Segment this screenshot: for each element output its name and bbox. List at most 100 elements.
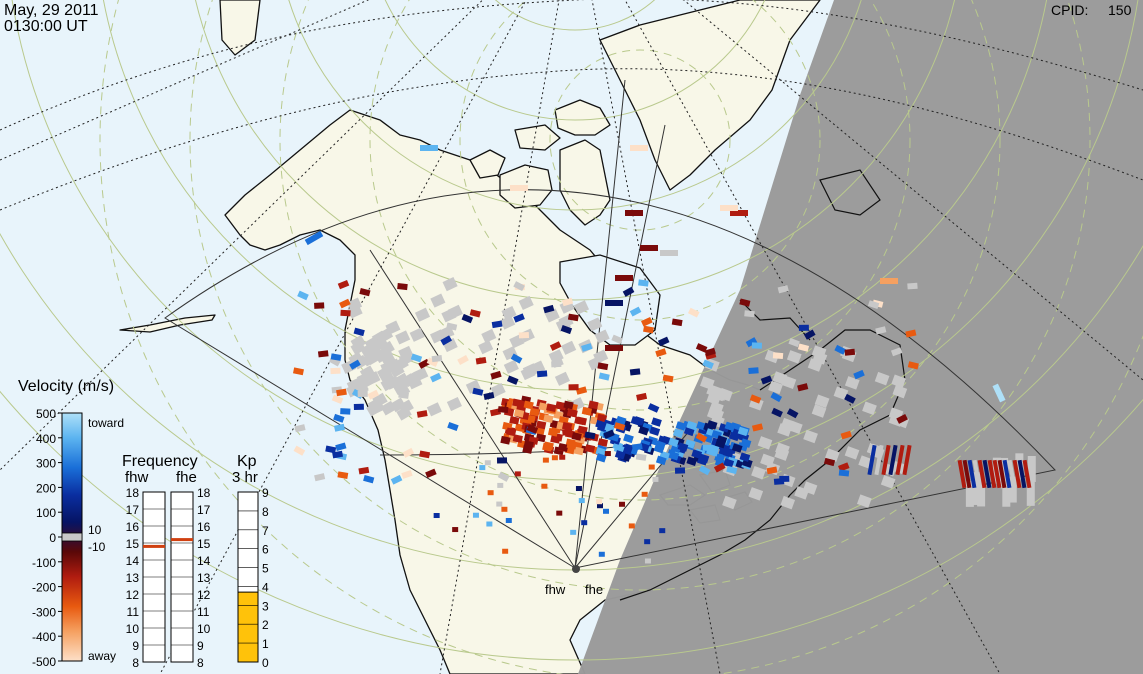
scatter-cell — [880, 278, 898, 284]
radar-site-marker[interactable] — [572, 565, 580, 573]
scatter-cell — [446, 396, 462, 412]
velocity-scatter — [292, 145, 1036, 564]
scatter-cell — [631, 443, 643, 451]
scatter-cell — [367, 389, 380, 400]
scatter-cell — [496, 501, 503, 507]
scatter-cell — [554, 371, 570, 386]
scatter-cell — [638, 426, 649, 436]
scatter-cell — [614, 422, 626, 431]
scatter-cell — [625, 210, 643, 216]
scatter-cell — [513, 408, 525, 418]
frequency-tick-label-right: 9 — [197, 639, 204, 653]
scatter-cell — [430, 372, 442, 383]
scatter-cell — [1007, 459, 1017, 489]
scatter-cell — [567, 313, 579, 322]
frequency-radar-left: fhw — [125, 469, 149, 486]
scatter-cell — [1000, 462, 1009, 489]
scatter-cell — [674, 467, 686, 474]
scatter-cell — [1002, 480, 1011, 507]
scatter-cell — [649, 426, 661, 436]
velocity-tick-label: -300 — [32, 605, 56, 619]
velocity-tick-label: 300 — [36, 457, 56, 471]
scatter-cell — [655, 455, 667, 466]
scatter-cell — [772, 352, 784, 360]
scatter-cell — [314, 473, 326, 482]
radar-sites: fhw fhe — [545, 565, 603, 597]
scatter-cell — [581, 406, 593, 416]
scatter-cell — [487, 490, 494, 496]
scatter-cell — [332, 450, 344, 459]
kp-title: Kp — [237, 453, 257, 470]
frequency-tick-label-left: 18 — [126, 486, 140, 500]
scatter-cell — [728, 431, 740, 442]
scatter-cell — [581, 520, 588, 526]
scatter-cell — [596, 413, 608, 423]
scatter-cell — [888, 444, 898, 476]
scatter-cell — [490, 382, 506, 398]
scatter-cell — [472, 387, 484, 396]
scatter-cell — [510, 185, 528, 191]
scatter-cell — [659, 528, 666, 534]
scatter-cell — [965, 480, 974, 507]
frequency-tick-label-left: 9 — [132, 639, 139, 653]
frequency-ticks: 18 18 17 17 16 16 15 15 14 14 13 13 12 12 11 11 10 10 9 9 8 8 — [126, 486, 211, 670]
scatter-cell — [501, 305, 517, 321]
scatter-cell — [844, 348, 856, 356]
scatter-cell — [584, 444, 596, 453]
scatter-cell — [447, 304, 463, 319]
scatter-cell — [687, 307, 700, 318]
kp-ticks: 9 8 7 6 5 4 3 2 1 0 — [238, 486, 269, 670]
scatter-cell — [491, 320, 503, 329]
scatter-cell — [581, 343, 593, 352]
scatter-cell — [503, 359, 519, 374]
kp-tick-label: 8 — [262, 505, 269, 519]
scatter-cell — [628, 523, 635, 529]
velocity-tick-label: -100 — [32, 556, 56, 570]
scatter-cell — [380, 376, 396, 392]
scatter-cell — [518, 295, 534, 311]
scatter-cell — [398, 399, 414, 415]
scatter-cell — [562, 421, 573, 431]
scatter-cell — [788, 337, 800, 348]
scatter-cell — [905, 329, 917, 338]
scatter-cell — [505, 517, 512, 523]
frequency-tick-label-right: 10 — [197, 622, 211, 636]
scatter-cell — [410, 353, 423, 363]
scatter-cell — [551, 360, 562, 368]
scatter-cell — [380, 361, 392, 371]
scatter-cell — [668, 451, 680, 461]
scatter-cell — [390, 474, 403, 485]
frequency-tick-label-right: 12 — [197, 588, 211, 602]
kp-tick-label: 0 — [262, 656, 269, 670]
scatter-cell — [556, 510, 563, 516]
scatter-cell — [543, 414, 554, 424]
scatter-cell — [711, 387, 726, 402]
scatter-cell — [605, 345, 623, 351]
velocity-tick-label: -400 — [32, 630, 56, 644]
frequency-tick-label-left: 16 — [126, 520, 140, 534]
scatter-cell — [490, 370, 502, 380]
scatter-cell — [512, 398, 523, 408]
scatter-cell — [768, 380, 783, 395]
scatter-cell — [803, 329, 816, 340]
kp-tick-label: 2 — [262, 618, 269, 632]
scatter-cell — [292, 367, 304, 376]
scatter-cell — [587, 317, 603, 332]
scatter-cell — [867, 300, 880, 309]
scatter-cell — [395, 330, 411, 345]
scatter-cell — [731, 443, 743, 453]
scatter-cell — [786, 408, 799, 419]
scatter-cell — [347, 304, 363, 319]
scatter-cell — [895, 444, 905, 476]
scatter-cell — [330, 367, 341, 375]
scatter-cell — [416, 410, 428, 418]
scatter-cell — [559, 454, 566, 460]
scatter-cell — [704, 347, 716, 357]
scatter-cell — [568, 384, 579, 391]
scatter-cell — [777, 423, 792, 437]
scatter-cell — [1002, 459, 1012, 489]
scatter-cell — [644, 558, 651, 564]
scatter-cell — [630, 145, 648, 151]
scatter-cell — [593, 349, 609, 364]
